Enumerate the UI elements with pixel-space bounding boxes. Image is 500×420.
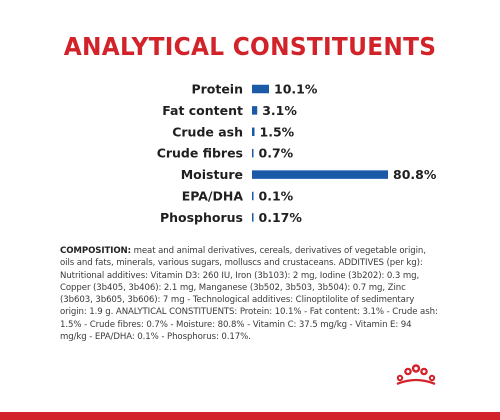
bar-phosphorus xyxy=(252,213,254,222)
royal-canin-crown-icon xyxy=(396,364,436,386)
value-label-crude-fibres: 0.7% xyxy=(259,146,294,161)
bar-fat-content xyxy=(252,106,258,115)
value-label-epa-dha: 0.1% xyxy=(259,189,294,204)
category-label-epa-dha: EPA/DHA xyxy=(182,189,244,204)
bar-moisture xyxy=(252,170,388,179)
category-label-moisture: Moisture xyxy=(181,167,243,182)
bottom-accent-bar xyxy=(0,412,500,420)
category-label-crude-ash: Crude ash xyxy=(172,124,243,139)
bar-crude-ash xyxy=(252,127,255,137)
value-label-fat-content: 3.1% xyxy=(262,103,297,118)
category-label-crude-fibres: Crude fibres xyxy=(157,146,243,161)
composition-body: meat and animal derivatives, cereals, de… xyxy=(60,246,438,343)
category-label-protein: Protein xyxy=(191,82,243,97)
bar-crude-fibres xyxy=(252,148,254,158)
value-label-moisture: 80.8% xyxy=(393,167,437,182)
value-label-phosphorus: 0.17% xyxy=(259,210,303,225)
composition-heading: COMPOSITION: xyxy=(60,246,131,256)
page-title: ANALYTICAL CONSTITUENTS xyxy=(63,32,437,61)
category-label-fat-content: Fat content xyxy=(162,103,243,118)
composition-text-block: COMPOSITION: meat and animal derivatives… xyxy=(60,245,440,343)
bar-protein xyxy=(252,84,269,94)
analytical-constituents-bar-chart: Protein 10.1% Fat content 3.1% Crude ash 1.5%… xyxy=(157,82,437,225)
category-label-phosphorus: Phosphorus xyxy=(160,210,243,225)
value-label-protein: 10.1% xyxy=(274,82,318,97)
bar-epa-dha xyxy=(252,191,254,201)
value-label-crude-ash: 1.5% xyxy=(260,124,295,139)
